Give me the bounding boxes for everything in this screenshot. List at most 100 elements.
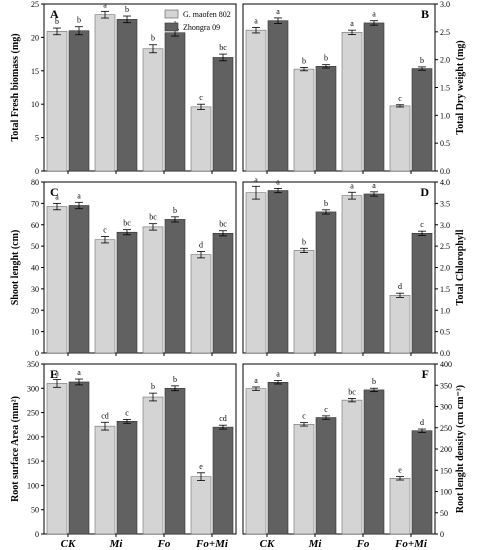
panel-f-bar-mi-zhongra-09 [315, 417, 337, 535]
panel-c-sig-letter-fo-g-maofen-802: bc [149, 213, 157, 222]
panel-d-ytick-label: 2.0 [440, 264, 450, 273]
panel-d-sig-letter-ck-zhongra-09: a [276, 177, 280, 186]
panel-b-ytick-label: 1.5 [440, 84, 450, 93]
panel-e-bar-mi-zhongra-09 [116, 421, 138, 535]
panel-a-bar-ck-g-maofen-802 [46, 31, 68, 172]
panel-a-sig-letter-mi-g-maofen-802: a [103, 0, 107, 9]
x-label-left-fo: Fo [157, 538, 171, 550]
panel-a-bar-fo-g-maofen-802 [142, 48, 164, 172]
panel-c-bar-fo-g-maofen-802 [142, 226, 164, 354]
panel-d-sig-letter-fo-zhongra-09: a [372, 181, 376, 190]
panel-c-bar-fo-mi-zhongra-09 [212, 233, 234, 354]
panel-f-sig-letter-ck-zhongra-09: a [276, 370, 280, 379]
x-label-left-fo-mi: Fo+Mi [195, 538, 229, 550]
panel-d-bar-fo-mi-g-maofen-802 [389, 294, 411, 354]
panel-f-sig-letter-fo-mi-zhongra-09: d [420, 418, 424, 427]
panel-d-ytick-label: 4.0 [440, 178, 450, 187]
panel-e-bar-fo-mi-zhongra-09 [212, 426, 234, 535]
panel-b-bar-ck-g-maofen-802 [245, 29, 267, 172]
panel-b-sig-letter-mi-g-maofen-802: b [302, 56, 306, 65]
panel-d-bar-fo-zhongra-09 [363, 193, 385, 354]
legend-label-g-maofen-802: G. maofen 802 [183, 10, 231, 19]
panel-f-bar-mi-g-maofen-802 [293, 424, 315, 535]
panel-c-sig-letter-fo-mi-g-maofen-802: d [199, 240, 203, 249]
panel-a-ytick-label: 5 [35, 134, 39, 143]
panel-e-bar-mi-g-maofen-802 [94, 425, 116, 535]
panel-c-sig-letter-ck-zhongra-09: a [77, 191, 81, 200]
panel-a-ylabel: Total Fresh biomass (mg) [10, 33, 21, 141]
x-label-right-fo-mi: Fo+Mi [394, 538, 428, 550]
x-axis-category-labels: CK Mi Fo Fo+Mi CK Mi Fo Fo+Mi [61, 538, 428, 550]
panel-f-sig-letter-fo-mi-g-maofen-802: e [398, 466, 402, 475]
panel-f-letter: F [422, 367, 429, 381]
legend-label-zhongra-09: Zhongra 09 [183, 23, 220, 32]
panel-d-ytick-label: 2.5 [440, 242, 450, 251]
panel-b-sig-letter-fo-mi-zhongra-09: b [420, 56, 424, 65]
panel-a-sig-letter-mi-zhongra-09: b [125, 5, 129, 14]
panel-d-ytick-label: 0.5 [440, 328, 450, 337]
panel-c-sig-letter-ck-g-maofen-802: a [55, 192, 59, 201]
panel-c-letter: C [50, 185, 59, 199]
panel-f-sig-letter-fo-zhongra-09: b [372, 377, 376, 386]
panel-b-bar-fo-zhongra-09 [363, 22, 385, 172]
panel-d-sig-letter-mi-g-maofen-802: b [302, 237, 306, 246]
panel-e-bar-fo-mi-g-maofen-802 [190, 476, 212, 535]
panel-e-ytick-label: 200 [27, 433, 39, 442]
panel-d-sig-letter-ck-g-maofen-802: a [254, 175, 258, 184]
panel-f-ytick-label: 50 [440, 509, 448, 518]
panel-b-ylabel: Total Dry weight (mg) [455, 40, 466, 134]
panel-f-bar-ck-zhongra-09 [267, 381, 289, 535]
panel-b-bar-mi-zhongra-09 [315, 66, 337, 172]
panel-c-ytick-label: 10 [31, 328, 39, 337]
panel-c-ytick-label: 40 [31, 264, 39, 273]
panel-d-ytick-label: 3.5 [440, 199, 450, 208]
panel-f-ytick-label: 250 [440, 424, 452, 433]
panel-b-bar-fo-g-maofen-802 [341, 32, 363, 172]
panel-f-sig-letter-mi-g-maofen-802: c [302, 412, 306, 421]
panel-e-sig-letter-fo-zhongra-09: b [173, 375, 177, 384]
panels: A 0 5 10 15 20 25 Total Fresh biomass (mg) b b a b b… [10, 0, 466, 539]
panel-f-bar-fo-zhongra-09 [363, 389, 385, 535]
panel-f-sig-letter-fo-g-maofen-802: bc [348, 387, 356, 396]
panel-a-ytick-label: 15 [31, 67, 39, 76]
x-label-left-mi: Mi [109, 538, 124, 550]
panel-c-sig-letter-fo-zhongra-09: b [173, 206, 177, 215]
panel-c-ylabel: Shoot lenght (cm) [10, 230, 21, 306]
panel-e-bar-fo-zhongra-09 [164, 387, 186, 535]
panel-c-sig-letter-fo-mi-zhongra-09: bc [219, 220, 227, 229]
panel-e-sig-letter-ck-zhongra-09: a [77, 368, 81, 377]
panel-a-letter: A [50, 7, 59, 21]
panel-d-sig-letter-fo-g-maofen-802: a [350, 181, 354, 190]
panel-d-ytick-label: 3.0 [440, 221, 450, 230]
panel-b-sig-letter-fo-g-maofen-802: a [350, 19, 354, 28]
panel-a-bar-mi-g-maofen-802 [94, 14, 116, 172]
panel-c-ytick-label: 80 [31, 178, 39, 187]
panel-c-bar-fo-zhongra-09 [164, 219, 186, 354]
panel-c-bar-ck-zhongra-09 [68, 205, 90, 354]
panel-e-letter: E [50, 367, 58, 381]
panel-a-sig-letter-fo-g-maofen-802: b [151, 34, 155, 43]
panel-d-letter: D [420, 185, 429, 199]
panel-e-sig-letter-fo-g-maofen-802: b [151, 382, 155, 391]
panel-c-sig-letter-mi-zhongra-09: bc [123, 219, 131, 228]
panel-e-sig-letter-fo-mi-g-maofen-802: e [199, 462, 203, 471]
panel-e-ytick-label: 250 [27, 409, 39, 418]
panel-d-bar-fo-mi-zhongra-09 [411, 233, 433, 354]
panel-e-ytick-label: 100 [27, 481, 39, 490]
panel-c-ytick-label: 20 [31, 306, 39, 315]
panel-a-sig-letter-ck-g-maofen-802: b [55, 17, 59, 26]
panel-b-ytick-label: 3.0 [440, 0, 450, 9]
panel-b-sig-letter-ck-zhongra-09: a [276, 7, 280, 16]
panel-e-sig-letter-fo-mi-zhongra-09: cd [219, 414, 227, 423]
panel-f-ytick-label: 150 [440, 466, 452, 475]
panel-a-ytick-label: 10 [31, 100, 39, 109]
panel-e-ytick-label: 300 [27, 384, 39, 393]
panel-e-ytick-label: 50 [31, 506, 39, 515]
panel-a-bar-fo-mi-g-maofen-802 [190, 106, 212, 172]
panel-e-ytick-label: 150 [27, 457, 39, 466]
panel-c-ytick-label: 30 [31, 285, 39, 294]
panel-a-sig-letter-fo-mi-zhongra-09: bc [219, 43, 227, 52]
panel-a-sig-letter-fo-mi-g-maofen-802: c [199, 93, 203, 102]
panel-d-bar-ck-g-maofen-802 [245, 192, 267, 354]
panel-a-ytick-label: 0 [35, 167, 39, 176]
